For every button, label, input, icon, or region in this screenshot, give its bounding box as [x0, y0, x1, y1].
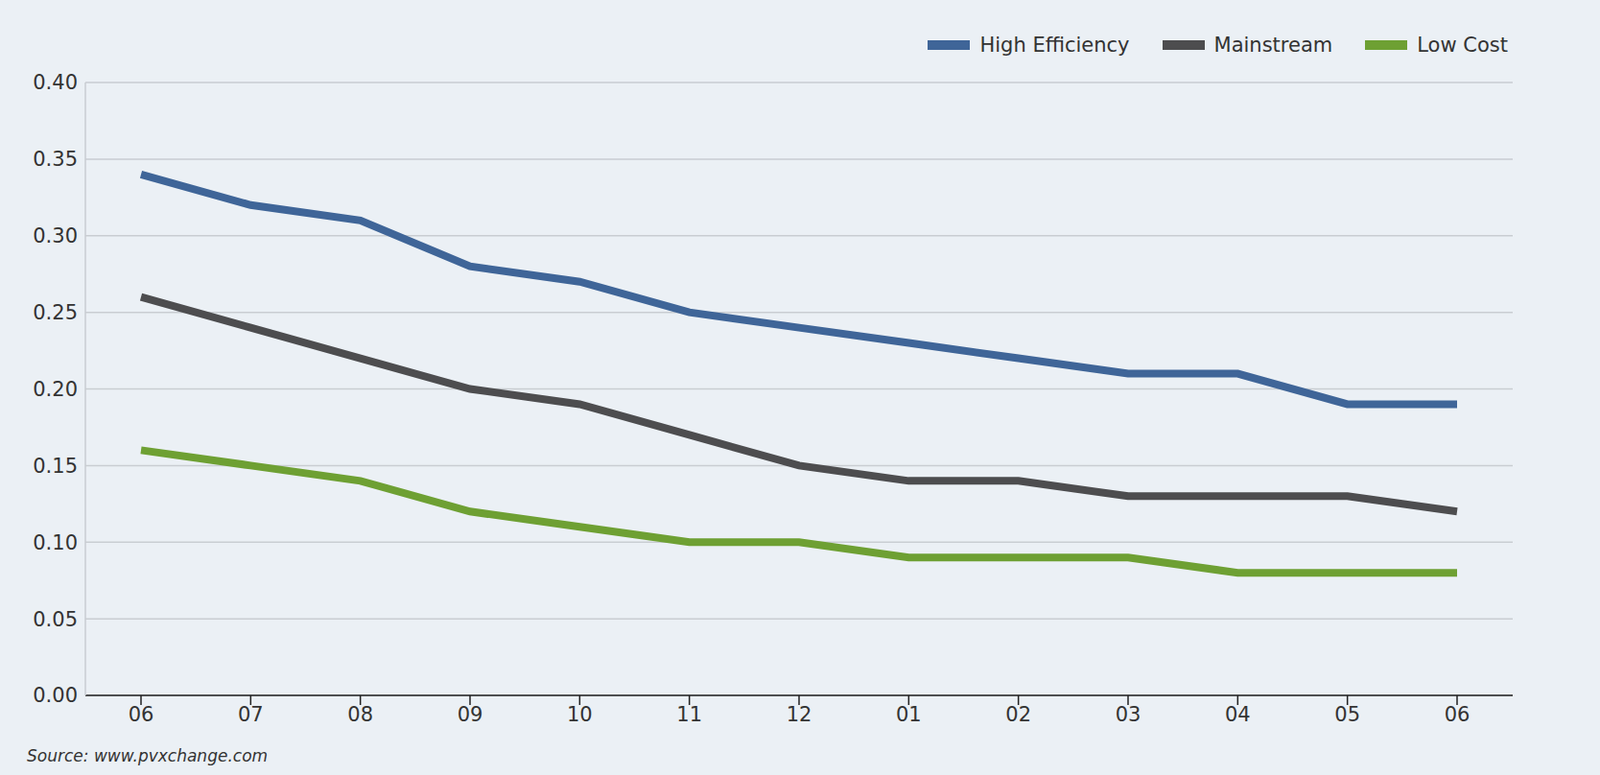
- svg-text:02: 02: [1005, 703, 1032, 727]
- svg-text:11: 11: [676, 703, 703, 727]
- html-text:Source: www.pvxchange.com: Source: www.pvxchange.com: [26, 746, 268, 766]
- svg-text:0.25: 0.25: [32, 301, 78, 325]
- svg-text:07: 07: [237, 703, 264, 727]
- svg-text:05: 05: [1334, 703, 1361, 727]
- html-text:Low Cost: Low Cost: [1417, 33, 1508, 57]
- svg-text:0.40: 0.40: [32, 70, 78, 95]
- svg-text:0.15: 0.15: [32, 454, 78, 478]
- svg-text:0.20: 0.20: [32, 377, 78, 401]
- svg-text:10: 10: [566, 703, 593, 727]
- svg-text:06: 06: [128, 703, 155, 727]
- svg-text:08: 08: [347, 703, 374, 727]
- svg-text:03: 03: [1115, 703, 1142, 727]
- svg-text:0.05: 0.05: [32, 608, 78, 632]
- svg-text:06: 06: [1444, 703, 1471, 727]
- svg-text:12: 12: [786, 703, 813, 727]
- svg-text:09: 09: [457, 703, 484, 727]
- html-text:High Efficiency: High Efficiency: [979, 33, 1130, 57]
- svg-text:0.00: 0.00: [32, 683, 78, 707]
- svg-text:0.35: 0.35: [32, 147, 78, 171]
- html-text:Mainstream: Mainstream: [1213, 33, 1333, 57]
- svg-text:0.10: 0.10: [32, 531, 78, 555]
- svg-text:01: 01: [895, 703, 922, 727]
- svg-text:0.30: 0.30: [32, 224, 78, 248]
- svg-text:04: 04: [1224, 703, 1251, 727]
